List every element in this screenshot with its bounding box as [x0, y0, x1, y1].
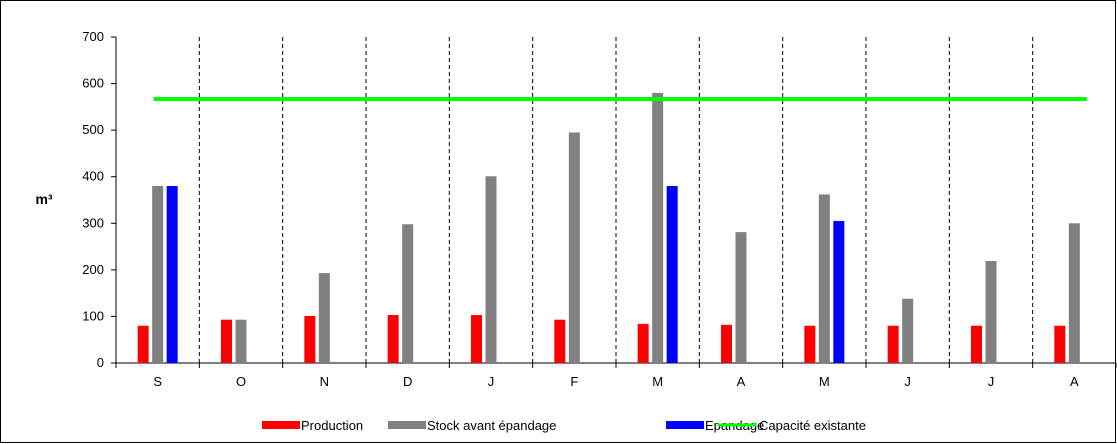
bar-stock-avant-pandage — [402, 224, 414, 363]
bar-stock-avant-pandage — [735, 232, 747, 363]
bar-stock-avant-pandage — [485, 176, 497, 363]
y-tick-label: 600 — [82, 76, 104, 91]
x-tick-label: M — [819, 374, 830, 389]
bar-stock-avant-pandage — [568, 132, 580, 363]
bar-production — [554, 319, 566, 363]
bar-stock-avant-pandage — [652, 92, 664, 363]
bar-production — [637, 323, 649, 363]
bar-epandage — [666, 186, 678, 363]
bar-stock-avant-pandage — [152, 186, 164, 363]
y-tick-label: 0 — [97, 355, 104, 370]
x-tick-label: F — [570, 374, 578, 389]
x-tick-label: A — [737, 374, 746, 389]
bar-production — [304, 315, 316, 363]
legend-swatch — [262, 421, 300, 429]
bar-production — [387, 315, 399, 363]
bar-production — [221, 319, 232, 363]
bar-production — [1054, 325, 1066, 363]
bar-stock-avant-pandage — [318, 273, 330, 363]
bar-production — [971, 325, 982, 363]
x-tick-label: N — [320, 374, 329, 389]
legend-label: Production — [301, 418, 363, 433]
x-tick-label: J — [488, 374, 495, 389]
y-tick-label: 200 — [82, 262, 104, 277]
bar-production — [471, 315, 482, 363]
bar-production — [721, 324, 732, 363]
legend-label: Capacité existante — [759, 418, 866, 433]
y-tick-label: 500 — [82, 122, 104, 137]
bar-production — [137, 325, 149, 363]
y-axis-label: m³ — [35, 191, 52, 207]
y-tick-label: 100 — [82, 308, 104, 323]
bar-stock-avant-pandage — [902, 298, 914, 363]
y-tick-label: 700 — [82, 29, 104, 44]
x-tick-label: M — [652, 374, 663, 389]
plot-area: 0 100 200 300 400 500 600 700 S O N D J F M A M J J A — [82, 29, 1117, 389]
x-tick-label: O — [236, 374, 246, 389]
legend-swatch — [388, 421, 426, 429]
legend-label: Stock avant épandage — [427, 418, 556, 433]
bar-stock-avant-pandage — [818, 194, 830, 363]
x-tick-label: J — [904, 374, 911, 389]
bar-production — [887, 325, 899, 363]
x-tick-label: J — [988, 374, 995, 389]
bar-stock-avant-pandage — [1068, 223, 1080, 363]
bar-epandage — [166, 186, 178, 363]
bar-stock-avant-pandage — [985, 261, 997, 363]
y-tick-label: 300 — [82, 215, 104, 230]
x-tick-label: S — [153, 374, 162, 389]
bar-stock-avant-pandage — [235, 319, 247, 363]
bar-production — [804, 325, 816, 363]
x-tick-label: A — [1070, 374, 1079, 389]
legend-swatch — [666, 421, 704, 429]
x-tick-label: D — [403, 374, 412, 389]
y-tick-label: 400 — [82, 169, 104, 184]
bar-epandage — [833, 220, 845, 363]
